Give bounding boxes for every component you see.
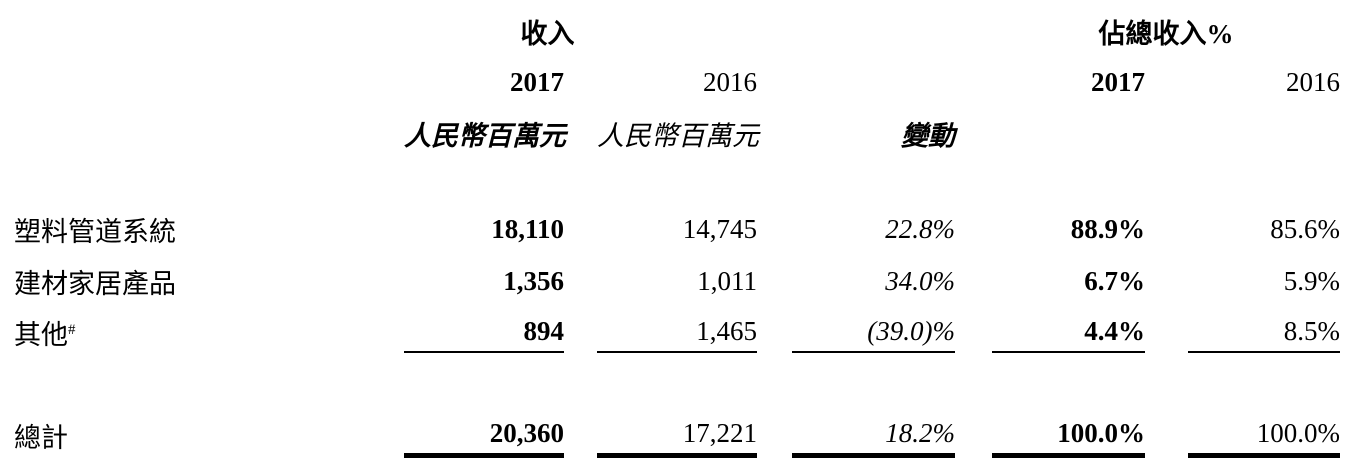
revenue-2016-value: 14,745 — [682, 214, 757, 244]
revenue-2016-value: 1,465 — [696, 316, 757, 346]
year-header-row: 2017 2016 2017 2016 — [0, 63, 1352, 101]
pct-2016-year-header: 2016 — [1286, 66, 1340, 97]
change-value: 22.8% — [885, 214, 955, 244]
total-revenue-2017-cell: 20,360 — [404, 414, 564, 458]
total-revenue-2017-value: 20,360 — [489, 417, 564, 448]
change-column-header: 變動 — [901, 121, 955, 151]
row-label-text: 其他 — [14, 320, 68, 350]
revenue-group-header: 收入 — [520, 19, 575, 49]
pct-2017-cell: 4.4% — [992, 312, 1145, 353]
pct-2016-cell: 8.5% — [1188, 312, 1340, 353]
pct-2016-value: 5.9% — [1283, 266, 1340, 296]
revenue-2016-cell: 1,465 — [597, 312, 757, 353]
revenue-2017-cell: 894 — [404, 312, 564, 353]
pct-2017-value: 88.9% — [1070, 214, 1145, 244]
table-row-total: 總計 20,360 17,221 18.2% 100.0% 100.0% — [0, 416, 1352, 458]
pct-2017-value: 4.4% — [1084, 316, 1145, 346]
row-label: 塑料管道系統 — [14, 217, 176, 247]
revenue-2016-year-header: 2016 — [703, 66, 757, 97]
unit-rmb-million-2016-header: 人民幣百萬元 — [597, 121, 759, 151]
revenue-2017-value: 894 — [523, 316, 565, 346]
row-label: 其他# — [0, 313, 404, 352]
revenue-2017-year-header: 2017 — [510, 66, 564, 97]
total-change-cell: 18.2% — [792, 414, 955, 458]
revenue-2016-value: 1,011 — [697, 266, 757, 296]
footnote-marker: # — [68, 322, 76, 338]
pct-2017-value: 6.7% — [1084, 266, 1145, 296]
table-row-plastic-piping: 塑料管道系統 18,110 14,745 22.8% 88.9% 85.6% — [0, 210, 1352, 248]
unit-rmb-million-2017-header: 人民幣百萬元 — [404, 121, 566, 151]
pct-2016-value: 8.5% — [1283, 316, 1340, 346]
change-value: (39.0)% — [867, 316, 955, 346]
total-change-value: 18.2% — [885, 417, 955, 448]
table-row-others: 其他# 894 1,465 (39.0)% 4.4% 8.5% — [0, 312, 1352, 353]
row-label: 建材家居產品 — [14, 269, 176, 299]
unit-header-row: 人民幣百萬元 人民幣百萬元 變動 — [0, 114, 1352, 152]
total-revenue-2016-cell: 17,221 — [597, 414, 757, 458]
total-revenue-2016-value: 17,221 — [682, 417, 757, 448]
revenue-2017-value: 18,110 — [491, 214, 564, 244]
total-label: 總計 — [14, 423, 68, 453]
group-header-row: 收入 佔總收入% — [0, 12, 1352, 50]
total-pct-2016-value: 100.0% — [1256, 417, 1340, 448]
table-row-building-materials: 建材家居產品 1,356 1,011 34.0% 6.7% 5.9% — [0, 262, 1352, 300]
revenue-2017-value: 1,356 — [503, 266, 564, 296]
pct-2017-year-header: 2017 — [1091, 66, 1145, 97]
total-pct-2016-cell: 100.0% — [1188, 414, 1340, 458]
change-value: 34.0% — [885, 266, 955, 296]
pct-of-total-group-header: 佔總收入% — [1098, 19, 1234, 49]
pct-2016-value: 85.6% — [1270, 214, 1340, 244]
total-pct-2017-value: 100.0% — [1057, 417, 1145, 448]
total-pct-2017-cell: 100.0% — [992, 414, 1145, 458]
change-cell: (39.0)% — [792, 312, 955, 353]
